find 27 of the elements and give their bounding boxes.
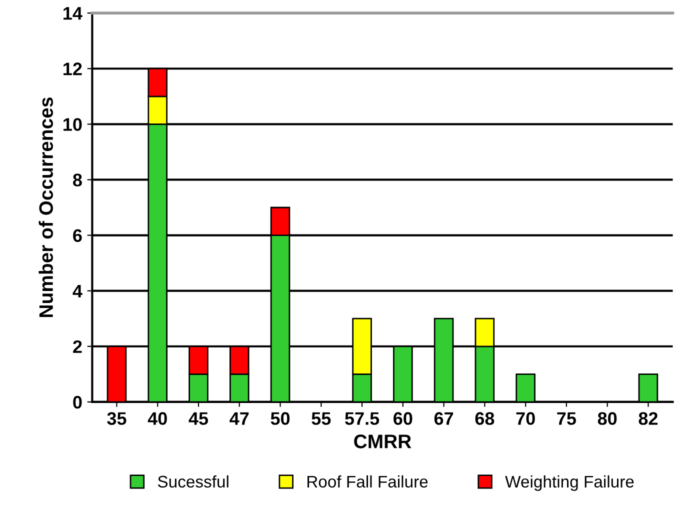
x-tick-label: 67 <box>434 412 454 425</box>
x-tick-label: 60 <box>394 412 412 425</box>
x-tick-label: 50 <box>270 412 290 425</box>
y-tick-label: 6 <box>73 229 82 242</box>
x-tick-label: 68 <box>475 412 494 425</box>
x-tick-label: 57.5 <box>345 412 380 425</box>
y-tick-label: 2 <box>73 340 82 353</box>
y-tick-label: 14 <box>64 7 82 20</box>
legend-label: Roof Fall Failure <box>307 475 428 488</box>
x-tick-label: 82 <box>638 412 658 425</box>
y-axis-title: Number of Occurrences <box>38 98 54 317</box>
x-tick-label: 55 <box>312 412 331 425</box>
y-tick-label: 10 <box>64 118 82 131</box>
legend-label: Sucessful <box>158 475 228 488</box>
x-tick-label: 75 <box>557 412 576 425</box>
x-tick-label: 80 <box>598 412 617 425</box>
x-axis-title: CMRR <box>354 434 412 448</box>
y-tick-label: 12 <box>64 62 82 76</box>
x-tick-label: 45 <box>188 412 208 425</box>
x-tick-label: 47 <box>230 412 249 425</box>
legend-label: Weighting Failure <box>505 475 634 491</box>
y-tick-label: 8 <box>73 174 82 186</box>
x-tick-label: 70 <box>516 412 535 425</box>
x-tick-label: 40 <box>148 412 167 425</box>
y-tick-label: 0 <box>73 396 82 409</box>
y-tick-label: 4 <box>72 284 82 298</box>
x-tick-label: 35 <box>107 412 126 425</box>
